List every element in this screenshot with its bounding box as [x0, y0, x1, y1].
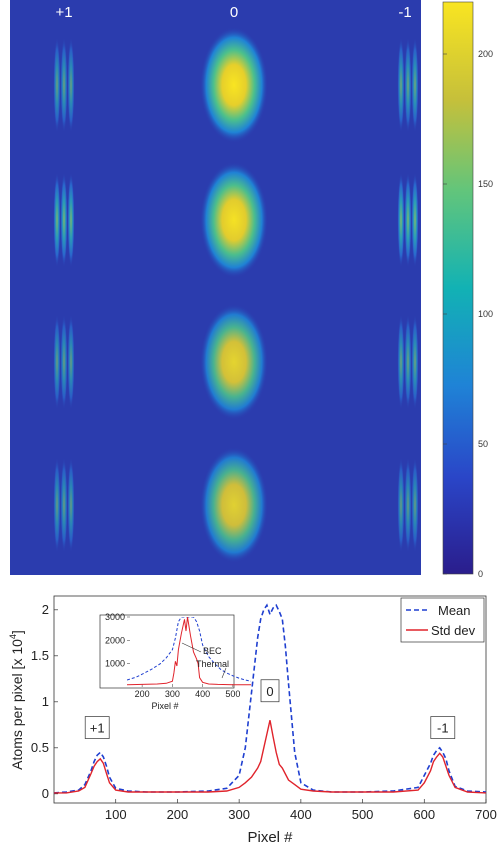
y-tick-label: 1.5	[31, 648, 49, 663]
y-tick-label: 1	[42, 694, 49, 709]
legend-box	[400, 597, 485, 643]
cloud-zero-order	[200, 27, 268, 143]
order-annotation-label: +1	[90, 721, 105, 736]
y-tick-label: 0.5	[31, 740, 49, 755]
legend-std-label: Std dev	[431, 623, 476, 638]
inset-thermal-arrow	[221, 667, 227, 679]
colorbar-tick-label: 200	[478, 49, 493, 59]
cloud-side-order-stripe	[60, 172, 68, 268]
heatmap-clouds	[53, 27, 419, 563]
line-plot: 100 200 300 400 500 600 700 0 0.5 1 1.5 2 Pixel # A…	[8, 595, 497, 846]
y-axis-label: Atoms per pixel [x 104]	[8, 630, 25, 770]
cloud-side-order-stripe	[404, 457, 412, 553]
cloud-side-order-stripe	[397, 314, 405, 410]
x-tick-label: 600	[413, 807, 435, 822]
colorbar: 0 50 100 150 200	[442, 1, 493, 579]
order-annotation-box	[84, 716, 110, 739]
order-label-plus1: +1	[55, 4, 72, 21]
y-axis-exponent: 4	[8, 634, 18, 639]
cloud-side-order-stripe	[411, 37, 419, 133]
inset-std-dev-line	[127, 617, 251, 686]
x-tick-label: 100	[105, 807, 127, 822]
colorbar-tick-label: 50	[478, 439, 488, 449]
cloud-side-order-stripe	[53, 314, 61, 410]
order-annotation-label: 0	[266, 684, 273, 699]
legend: Mean Std dev	[400, 597, 485, 643]
order-annotations: +1 0 -1	[84, 679, 456, 739]
inset-y-tick-label: 3000	[105, 612, 125, 622]
cloud-side-order-stripe	[67, 457, 75, 553]
cloud-side-order-stripe	[60, 37, 68, 133]
inset-plot: 200 300 400 500 1000 2000 3000 BEC Thermal Pix…	[99, 612, 251, 711]
cloud-side-order-stripe	[60, 314, 68, 410]
order-annotation-label: -1	[437, 721, 449, 736]
cloud-side-order-stripe	[67, 172, 75, 268]
legend-mean-label: Mean	[438, 603, 471, 618]
order-label-minus1: -1	[398, 4, 411, 21]
cloud-side-order-stripe	[411, 172, 419, 268]
x-tick-label: 200	[167, 807, 189, 822]
cloud-side-order-stripe	[404, 314, 412, 410]
cloud-side-order-stripe	[67, 314, 75, 410]
cloud-side-order-stripe	[60, 457, 68, 553]
x-tick-label: 300	[228, 807, 250, 822]
series-mean-line	[54, 603, 486, 794]
cloud-side-order-stripe	[67, 37, 75, 133]
x-tick-label: 400	[290, 807, 312, 822]
cloud-side-order-stripe	[53, 172, 61, 268]
inset-x-tick-label: 400	[195, 689, 210, 699]
cloud-side-order-stripe	[411, 314, 419, 410]
inset-annotation-bec: BEC	[203, 646, 222, 656]
cloud-side-order-stripe	[404, 172, 412, 268]
cloud-side-order-stripe	[53, 457, 61, 553]
cloud-side-order-stripe	[397, 457, 405, 553]
inset-x-tick-label: 500	[225, 689, 240, 699]
inset-annotation-thermal: Thermal	[196, 659, 229, 669]
inset-plot-area	[99, 614, 235, 689]
x-tick-label: 700	[475, 807, 497, 822]
x-axis-label: Pixel #	[247, 829, 293, 846]
cloud-side-order-stripe	[404, 37, 412, 133]
order-annotation-box	[430, 716, 456, 739]
y-axis-bracket: ]	[9, 630, 25, 634]
plot-ticks: 100 200 300 400 500 600 700 0 0.5 1 1.5 2	[31, 602, 497, 822]
cloud-side-order-stripe	[411, 457, 419, 553]
colorbar-ticks: 0 50 100 150 200	[443, 49, 493, 579]
inset-x-axis-label: Pixel #	[151, 701, 178, 711]
colorbar-gradient	[442, 1, 474, 575]
order-label-zero: 0	[230, 4, 238, 21]
y-tick-label: 2	[42, 602, 49, 617]
inset-ticks: 200 300 400 500 1000 2000 3000	[105, 612, 240, 699]
colorbar-tick-label: 150	[478, 179, 493, 189]
cloud-zero-order	[200, 162, 268, 278]
colorbar-tick-label: 100	[478, 309, 493, 319]
inset-x-tick-label: 200	[135, 689, 150, 699]
inset-mean-line	[127, 617, 251, 682]
cloud-side-order-stripe	[397, 172, 405, 268]
series-std-dev-line	[54, 720, 486, 794]
heatmap-panel: +1 0 -1	[10, 0, 421, 575]
cloud-side-order-stripe	[53, 37, 61, 133]
inset-y-tick-label: 1000	[105, 659, 125, 669]
cloud-zero-order	[200, 447, 268, 563]
cloud-zero-order	[200, 304, 268, 420]
inset-y-tick-label: 2000	[105, 635, 125, 645]
cloud-side-order-stripe	[397, 37, 405, 133]
order-annotation-box	[260, 679, 280, 703]
y-tick-label: 0	[42, 786, 49, 801]
inset-x-tick-label: 300	[165, 689, 180, 699]
inset-bec-arrow	[181, 642, 202, 653]
colorbar-tick-label: 0	[478, 569, 483, 579]
x-tick-label: 500	[352, 807, 374, 822]
